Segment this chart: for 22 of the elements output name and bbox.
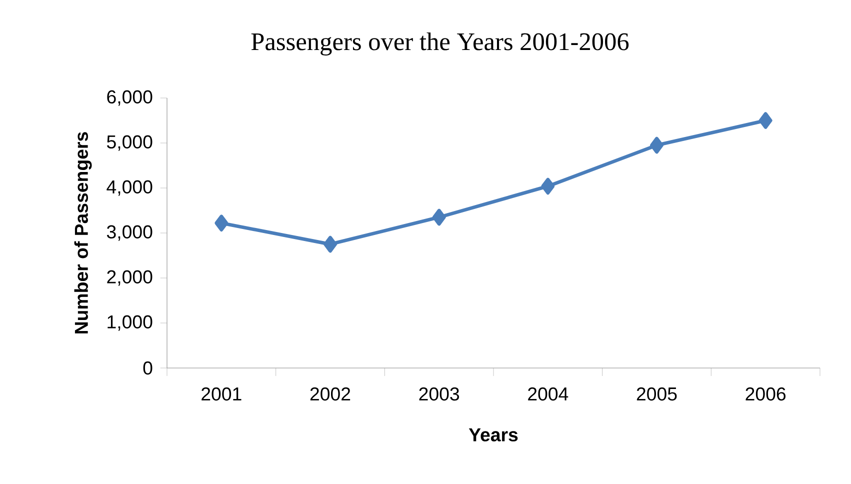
y-tick-label: 3,000 bbox=[106, 225, 152, 241]
point bbox=[650, 136, 664, 154]
y-tick-label: 6,000 bbox=[107, 90, 152, 106]
x-tick-label: 2006 bbox=[746, 387, 786, 401]
x-tick-label: 2005 bbox=[636, 387, 677, 401]
point bbox=[214, 214, 228, 232]
point bbox=[758, 112, 772, 129]
y-tick-label: 5,000 bbox=[107, 135, 152, 151]
y-tick-label: 2,000 bbox=[107, 270, 152, 286]
x-tick-label: 2004 bbox=[528, 387, 568, 401]
y-axis-title: Number of Passengers bbox=[74, 132, 92, 334]
y-tick-label: 4,000 bbox=[106, 180, 152, 196]
point bbox=[324, 236, 337, 253]
x-tick-label: 2003 bbox=[419, 387, 460, 401]
x-tick-label: 2002 bbox=[310, 387, 350, 401]
x-axis-title: Years bbox=[468, 428, 518, 442]
chart-title: Passengers over the Years 2001-2006 bbox=[251, 32, 629, 56]
y-tick-label: 1,000 bbox=[108, 315, 152, 331]
point bbox=[432, 208, 446, 226]
y-tick-label: 0 bbox=[143, 361, 152, 375]
point bbox=[541, 178, 555, 195]
x-tick-label: 2001 bbox=[202, 387, 242, 401]
